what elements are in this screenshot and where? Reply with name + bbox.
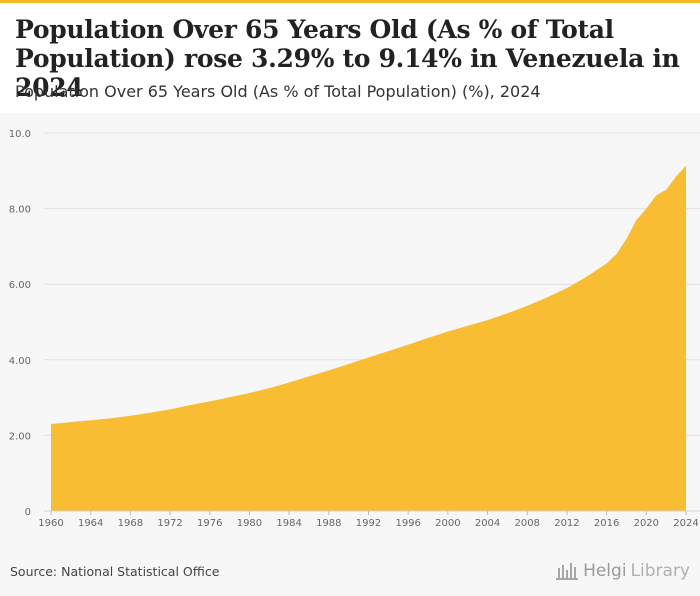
x-tick-label: 1992 bbox=[356, 518, 381, 529]
data-point bbox=[267, 386, 271, 390]
data-point bbox=[466, 324, 470, 328]
x-tick-label: 1960 bbox=[38, 518, 63, 529]
data-point bbox=[674, 174, 678, 178]
x-tick-label: 1972 bbox=[157, 518, 182, 529]
data-point bbox=[605, 261, 609, 265]
x-tick-label: 1996 bbox=[395, 518, 420, 529]
data-point bbox=[634, 218, 638, 222]
data-point bbox=[148, 411, 152, 415]
data-point bbox=[664, 188, 668, 192]
x-tick-label: 2004 bbox=[475, 518, 500, 529]
data-point bbox=[565, 286, 569, 290]
data-point bbox=[49, 422, 53, 426]
x-tick-label: 2016 bbox=[594, 518, 619, 529]
data-point bbox=[585, 275, 589, 279]
x-tick-label: 2024 bbox=[673, 518, 698, 529]
x-tick-label: 2020 bbox=[634, 518, 659, 529]
brand-name-part1: Helgi bbox=[583, 561, 627, 581]
x-tick-label: 2000 bbox=[435, 518, 460, 529]
chart-title-line-2: Population) rose 3.29% to 9.14% in Venez… bbox=[15, 44, 680, 102]
top-accent-bar bbox=[0, 0, 700, 3]
data-point bbox=[247, 391, 251, 395]
x-tick-label: 2012 bbox=[554, 518, 579, 529]
data-point bbox=[615, 252, 619, 256]
x-tick-label: 1976 bbox=[197, 518, 222, 529]
data-point bbox=[69, 420, 73, 424]
data-point bbox=[525, 304, 529, 308]
data-point bbox=[644, 207, 648, 211]
data-point bbox=[367, 356, 371, 360]
chart-subtitle: Population Over 65 Years Old (As % of To… bbox=[15, 82, 541, 101]
source-note: Source: National Statistical Office bbox=[10, 564, 220, 579]
brand-logo: Helgi Library bbox=[555, 561, 690, 581]
data-point bbox=[386, 349, 390, 353]
data-point bbox=[89, 418, 93, 422]
chart-title-line-1: Population Over 65 Years Old (As % of To… bbox=[15, 15, 614, 44]
data-point bbox=[208, 399, 212, 403]
data-point bbox=[109, 416, 113, 420]
area-chart: 0 2.00 4.00 6.00 8.00 10.0 1960 1964 1968 1972 197… bbox=[9, 129, 700, 529]
data-point bbox=[287, 380, 291, 384]
data-point bbox=[347, 362, 351, 366]
data-point bbox=[446, 329, 450, 333]
data-point bbox=[654, 193, 658, 197]
data-point bbox=[168, 407, 172, 411]
y-tick-label: 4.00 bbox=[9, 356, 31, 367]
x-tick-label: 1988 bbox=[316, 518, 341, 529]
data-point bbox=[406, 343, 410, 347]
chart-title: Population Over 65 Years Old (As % of To… bbox=[15, 15, 695, 102]
data-point bbox=[128, 414, 132, 418]
y-tick-label: 6.00 bbox=[9, 280, 31, 291]
data-point bbox=[486, 318, 490, 322]
data-point bbox=[624, 237, 628, 241]
library-building-icon bbox=[556, 563, 579, 580]
data-point bbox=[426, 336, 430, 340]
x-tick-label: 1968 bbox=[118, 518, 143, 529]
x-tick-label: 1984 bbox=[276, 518, 301, 529]
x-tick-label: 2008 bbox=[515, 518, 540, 529]
data-point bbox=[188, 403, 192, 407]
data-point bbox=[228, 395, 232, 399]
x-tick-label: 1980 bbox=[237, 518, 262, 529]
brand-name-part2: Library bbox=[630, 561, 690, 581]
area-series bbox=[51, 165, 686, 511]
chart-header: Population Over 65 Years Old (As % of To… bbox=[0, 3, 700, 113]
data-point bbox=[327, 368, 331, 372]
data-point bbox=[307, 374, 311, 378]
x-tick-label: 1964 bbox=[78, 518, 103, 529]
y-tick-label: 8.00 bbox=[9, 205, 31, 216]
y-tick-label: 2.00 bbox=[9, 431, 31, 442]
y-tick-label: 0 bbox=[25, 507, 31, 518]
data-point bbox=[505, 311, 509, 315]
data-point bbox=[684, 164, 688, 168]
y-tick-label: 10.0 bbox=[9, 129, 31, 140]
data-point bbox=[545, 295, 549, 299]
